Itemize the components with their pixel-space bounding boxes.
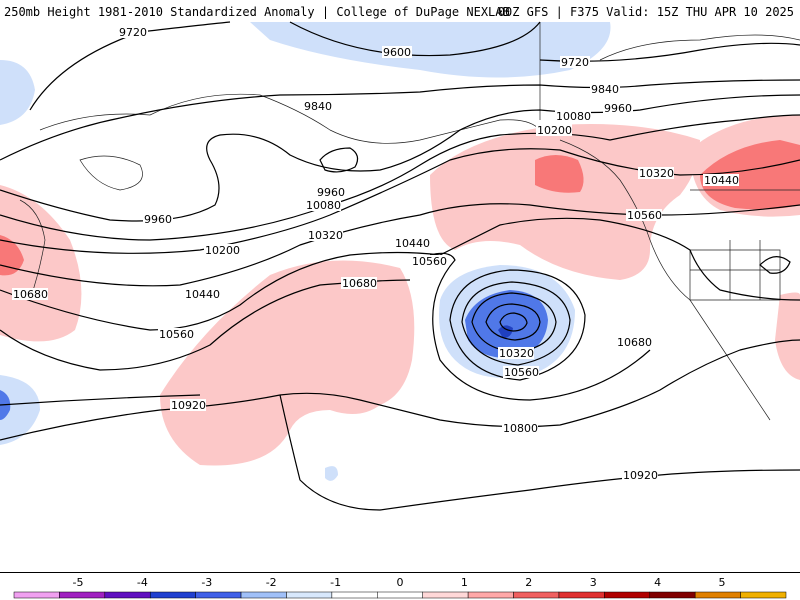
contour-label: 10560 [412,255,447,268]
height-contours [0,21,800,511]
colorbar-swatch [377,591,423,599]
colorbar-swatch [195,591,242,599]
colorbar-tick-label: 2 [525,576,532,589]
colorbar-tick-label: -3 [201,576,212,589]
contour-label: 10560 [159,328,194,341]
colorbar-swatch [649,591,696,599]
contour-labels: 9720 9600 9720 9840 9840 9960 9960 10080… [12,26,739,482]
colorbar-swatch [604,591,651,599]
contour-label: 9720 [561,56,589,69]
colorbar-swatch [149,591,196,599]
colorbar-tick-label: 3 [590,576,597,589]
contour-label: 10560 [504,366,539,379]
colorbar-tick-label: -1 [330,576,341,589]
neg-anomaly-nw [0,60,35,125]
contour-label: 10320 [499,347,534,360]
colorbar-swatch [13,591,60,599]
neg-anomaly-sw [0,375,40,445]
colorbar-swatch [286,591,333,599]
pos-anomaly-pacific [430,124,700,280]
contour-label: 10320 [639,167,674,180]
run-info: 00Z GFS | F375 Valid: 15Z THU APR 10 202… [497,5,794,19]
contour-label: 10200 [205,244,240,257]
colorbar-tick-labels: -5 -4 -3 -2 -1 0 1 2 3 4 5 [73,576,726,589]
contour-label: 10200 [537,124,572,137]
colorbar-swatch [467,591,514,599]
colorbar-swatch [331,591,378,599]
colorbar-swatch [240,591,287,599]
contour-label: 9960 [144,213,172,226]
colorbar-swatches [13,591,787,599]
colorbar-swatch [694,591,741,599]
contour-label: 9720 [119,26,147,39]
contour-label: 10680 [342,277,377,290]
coastlines [19,22,800,421]
header-bar: 250mb Height 1981-2010 Standardized Anom… [0,0,800,22]
colorbar-swatch [513,591,560,599]
colorbar-tick-label: 0 [397,576,404,589]
map-title: 250mb Height 1981-2010 Standardized Anom… [4,5,510,19]
neg-anomaly-north [250,22,611,78]
colorbar-tick-label: 4 [654,576,661,589]
colorbar-swatch [558,591,605,599]
contour-label: 10680 [13,288,48,301]
contour-label: 9840 [591,83,619,96]
contour-label: 10560 [627,209,662,222]
contour-label: 10920 [171,399,206,412]
contour-label: 9600 [383,46,411,59]
pos-anomaly-central [160,260,415,466]
contour-label: 10320 [308,229,343,242]
colorbar-swatch [104,591,151,599]
contour-label: 10440 [185,288,220,301]
contour-label: 10440 [704,174,739,187]
contour-label: 10800 [503,422,538,435]
contour-label: 10080 [556,110,591,123]
colorbar-swatch [740,591,787,599]
colorbar: -5 -4 -3 -2 -1 0 1 2 3 4 5 [0,572,800,600]
contour-label: 9960 [604,102,632,115]
colorbar-tick-label: -4 [137,576,148,589]
colorbar-tick-label: -2 [266,576,277,589]
colorbar-tick-label: 1 [461,576,468,589]
colorbar-tick-label: 5 [719,576,726,589]
contour-label: 10440 [395,237,430,250]
colorbar-swatch [59,591,106,599]
contour-label: 10080 [306,199,341,212]
contour-label: 10920 [623,469,658,482]
colorbar-swatch [422,591,469,599]
contour-label: 9960 [317,186,345,199]
colorbar-tick-label: -5 [73,576,84,589]
contour-label: 9840 [304,100,332,113]
contour-label: 10680 [617,336,652,349]
